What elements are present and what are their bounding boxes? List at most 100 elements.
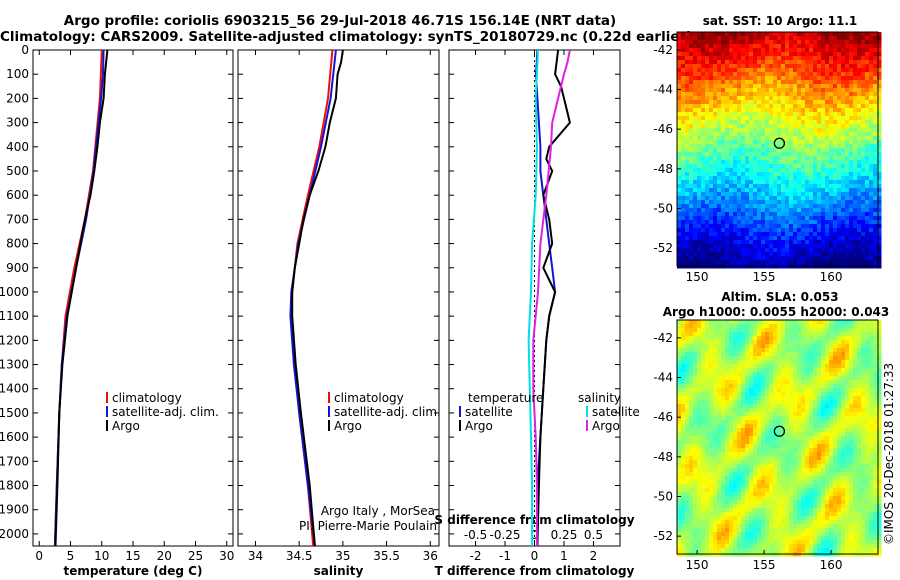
heatmap-cell <box>749 32 754 37</box>
heatmap-cell <box>837 180 842 185</box>
heatmap-cell <box>845 428 850 433</box>
heatmap-cell <box>729 388 734 393</box>
heatmap-cell <box>713 60 718 65</box>
heatmap-cell <box>833 320 838 325</box>
heatmap-cell <box>849 320 854 325</box>
heatmap-cell <box>873 448 878 453</box>
heatmap-cell <box>677 220 682 225</box>
heatmap-cell <box>797 124 802 129</box>
heatmap-cell <box>709 60 714 65</box>
y-tick-label: -46 <box>653 122 673 136</box>
heatmap-cell <box>849 128 854 133</box>
heatmap-cell <box>685 76 690 81</box>
heatmap-cell <box>785 348 790 353</box>
heatmap-cell <box>849 324 854 329</box>
heatmap-cell <box>869 160 874 165</box>
heatmap-cell <box>857 84 862 89</box>
heatmap-cell <box>841 448 846 453</box>
heatmap-cell <box>845 48 850 53</box>
heatmap-cell <box>821 212 826 217</box>
heatmap-cell <box>849 372 854 377</box>
heatmap-cell <box>709 84 714 89</box>
heatmap-cell <box>809 168 814 173</box>
heatmap-cell <box>745 96 750 101</box>
heatmap-cell <box>785 236 790 241</box>
heatmap-cell <box>721 52 726 57</box>
heatmap-cell <box>753 60 758 65</box>
heatmap-cell <box>761 136 766 141</box>
heatmap-cell <box>697 144 702 149</box>
heatmap-cell <box>829 84 834 89</box>
heatmap-cell <box>837 208 842 213</box>
heatmap-cell <box>769 172 774 177</box>
heatmap-cell <box>717 336 722 341</box>
heatmap-cell <box>725 128 730 133</box>
heatmap-cell <box>749 372 754 377</box>
heatmap-cell <box>773 260 778 265</box>
heatmap-cell <box>821 364 826 369</box>
heatmap-cell <box>873 228 878 233</box>
heatmap-cell <box>829 440 834 445</box>
heatmap-cell <box>845 404 850 409</box>
heatmap-cell <box>729 184 734 189</box>
heatmap-cell <box>745 168 750 173</box>
heatmap-cell <box>805 364 810 369</box>
heatmap-cell <box>689 140 694 145</box>
heatmap-cell <box>753 136 758 141</box>
heatmap-cell <box>693 52 698 57</box>
heatmap-cell <box>849 40 854 45</box>
heatmap-cell <box>877 184 882 189</box>
heatmap-cell <box>733 380 738 385</box>
heatmap-cell <box>681 168 686 173</box>
heatmap-cell <box>761 176 766 181</box>
heatmap-cell <box>697 396 702 401</box>
heatmap-cell <box>677 84 682 89</box>
heatmap-cell <box>797 44 802 49</box>
heatmap-cell <box>849 404 854 409</box>
heatmap-cell <box>685 108 690 113</box>
heatmap-cell <box>741 152 746 157</box>
heatmap-cell <box>853 104 858 109</box>
heatmap-cell <box>825 72 830 77</box>
heatmap-cell <box>705 96 710 101</box>
heatmap-cell <box>753 88 758 93</box>
heatmap-cell <box>865 232 870 237</box>
heatmap-cell <box>717 80 722 85</box>
heatmap-cell <box>721 436 726 441</box>
heatmap-cell <box>765 84 770 89</box>
heatmap-cell <box>693 448 698 453</box>
heatmap-cell <box>841 396 846 401</box>
heatmap-cell <box>721 448 726 453</box>
heatmap-cell <box>845 248 850 253</box>
heatmap-cell <box>817 104 822 109</box>
heatmap-cell <box>781 176 786 181</box>
heatmap-cell <box>793 240 798 245</box>
heatmap-cell <box>785 320 790 325</box>
heatmap-cell <box>749 68 754 73</box>
heatmap-cell <box>789 64 794 69</box>
heatmap-cell <box>769 40 774 45</box>
heatmap-cell <box>865 108 870 113</box>
heatmap-cell <box>681 172 686 177</box>
heatmap-cell <box>809 176 814 181</box>
heatmap-cell <box>737 120 742 125</box>
heatmap-cell <box>725 88 730 93</box>
heatmap-cell <box>773 444 778 449</box>
heatmap-cell <box>821 352 826 357</box>
heatmap-cell <box>733 180 738 185</box>
heatmap-cell <box>805 396 810 401</box>
heatmap-cell <box>681 360 686 365</box>
heatmap-cell <box>685 244 690 249</box>
heatmap-cell <box>681 368 686 373</box>
heatmap-cell <box>861 156 866 161</box>
heatmap-cell <box>857 228 862 233</box>
heatmap-cell <box>677 184 682 189</box>
heatmap-cell <box>825 256 830 261</box>
heatmap-cell <box>877 116 882 121</box>
heatmap-cell <box>865 112 870 117</box>
heatmap-cell <box>789 252 794 257</box>
heatmap-cell <box>801 56 806 61</box>
heatmap-cell <box>785 164 790 169</box>
heatmap-cell <box>773 128 778 133</box>
heatmap-cell <box>845 96 850 101</box>
